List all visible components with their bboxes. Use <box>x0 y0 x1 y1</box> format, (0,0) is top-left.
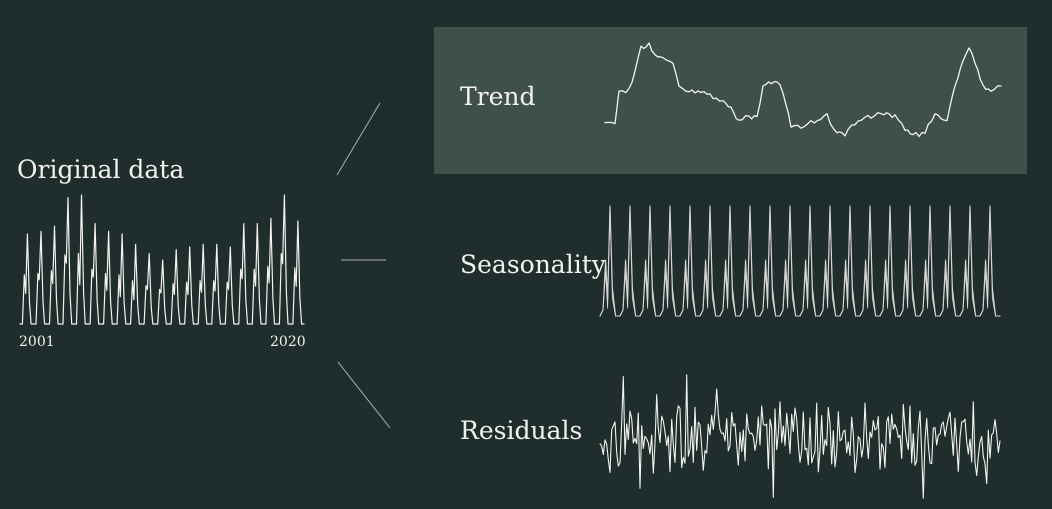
seasonality-graph <box>599 205 1001 317</box>
start-year-label: 2001 <box>19 334 55 350</box>
trend-highlight-panel <box>434 27 1027 174</box>
residuals-label: Residuals <box>460 416 583 445</box>
connector-to-trend <box>336 102 381 176</box>
residuals-graph <box>599 374 1001 499</box>
original-series-line <box>19 194 305 325</box>
original-data-label: Original data <box>17 155 185 184</box>
seasonality-label: Seasonality <box>460 250 606 279</box>
end-year-label: 2020 <box>270 334 306 350</box>
trend-line <box>604 42 1002 138</box>
residuals-line <box>599 374 1001 499</box>
original-data-graph <box>19 194 305 325</box>
trend-label: Trend <box>460 82 536 111</box>
seasonality-line-a <box>599 205 1001 317</box>
seasonality-line-b <box>599 205 1001 317</box>
connector-to-residuals <box>337 361 391 429</box>
trend-graph <box>604 42 1002 138</box>
